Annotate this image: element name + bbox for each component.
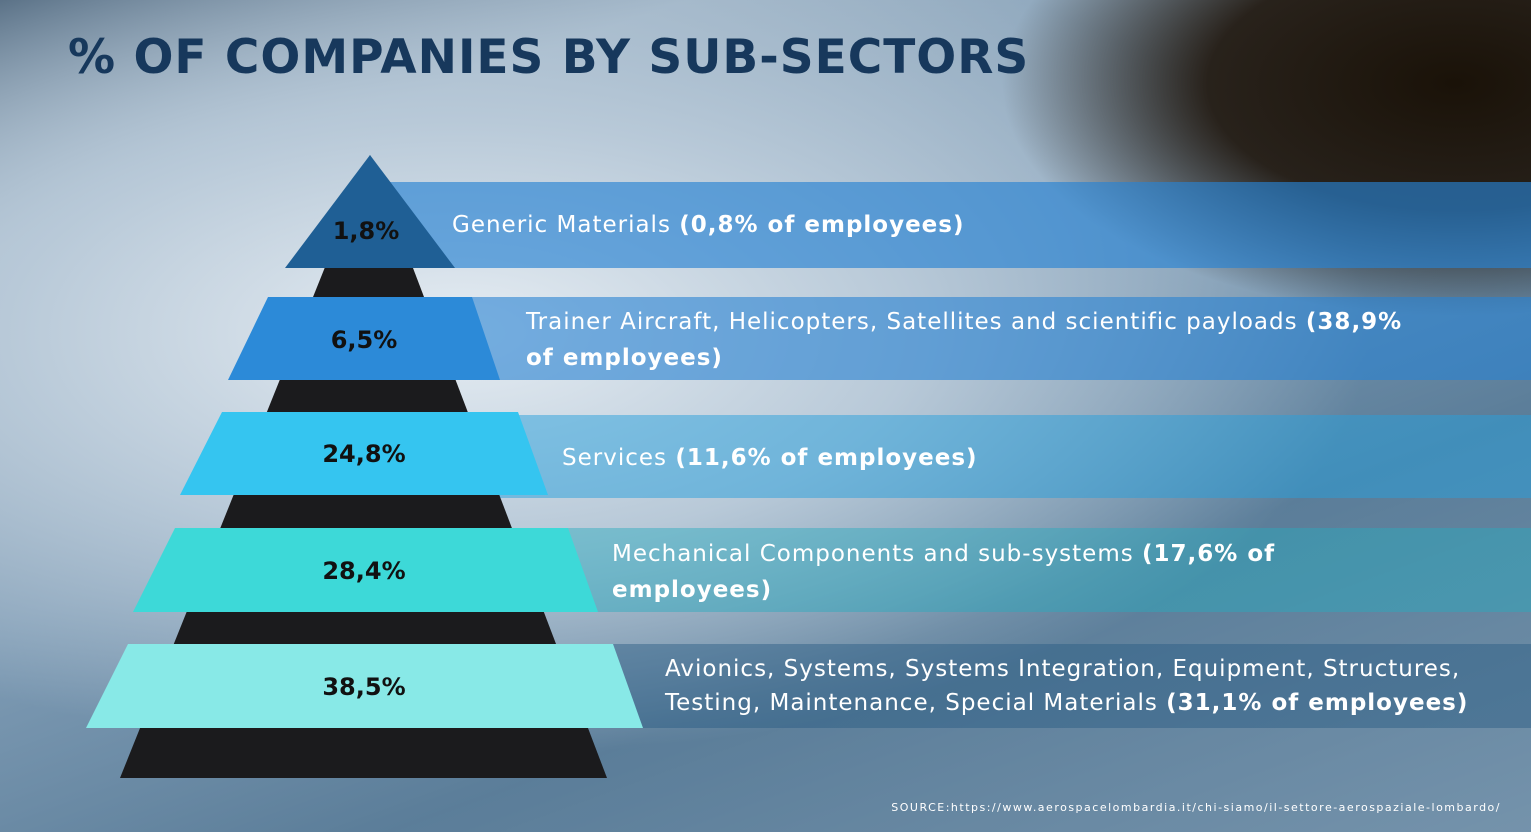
banner bbox=[440, 297, 1531, 380]
banner bbox=[435, 415, 1531, 498]
tier-percent: 28,4% bbox=[322, 557, 405, 585]
tier-label: Services (11,6% of employees) bbox=[562, 440, 1512, 476]
tier bbox=[86, 644, 643, 728]
tier bbox=[228, 297, 500, 380]
label-emphasis: (17,6% of employees) bbox=[612, 541, 1276, 603]
banner bbox=[560, 528, 1531, 612]
label-emphasis: (11,6% of employees) bbox=[675, 445, 978, 471]
tier bbox=[133, 528, 598, 612]
source: SOURCE:https://www.aerospacelombardia.it… bbox=[891, 801, 1501, 814]
label-emphasis: (38,9% of employees) bbox=[526, 309, 1403, 371]
label-text: Avionics, Systems, Systems Integration, … bbox=[665, 656, 1461, 716]
label-text: Trainer Aircraft, Helicopters, Satellite… bbox=[526, 309, 1298, 335]
title: % OF COMPANIES BY SUB-SECTORS bbox=[68, 30, 1030, 85]
label-text: Services bbox=[562, 445, 667, 471]
tier-percent: 1,8% bbox=[333, 217, 400, 245]
label-emphasis: (31,1% of employees) bbox=[1166, 690, 1469, 716]
tier-label: Generic Materials (0,8% of employees) bbox=[452, 207, 1512, 243]
tier-percent: 38,5% bbox=[322, 673, 405, 701]
tier-label: Mechanical Components and sub-systems (1… bbox=[612, 536, 1372, 608]
label-text: Mechanical Components and sub-systems bbox=[612, 541, 1134, 567]
label-emphasis: (0,8% of employees) bbox=[679, 212, 965, 238]
tier-label: Trainer Aircraft, Helicopters, Satellite… bbox=[526, 304, 1426, 376]
tier-percent: 24,8% bbox=[322, 440, 405, 468]
banner bbox=[390, 182, 1531, 268]
tier-label: Avionics, Systems, Systems Integration, … bbox=[665, 652, 1515, 720]
label-text: Generic Materials bbox=[452, 212, 671, 238]
tier bbox=[180, 412, 548, 495]
tier-percent: 6,5% bbox=[331, 326, 398, 354]
banner bbox=[610, 644, 1531, 728]
tier bbox=[285, 155, 455, 268]
